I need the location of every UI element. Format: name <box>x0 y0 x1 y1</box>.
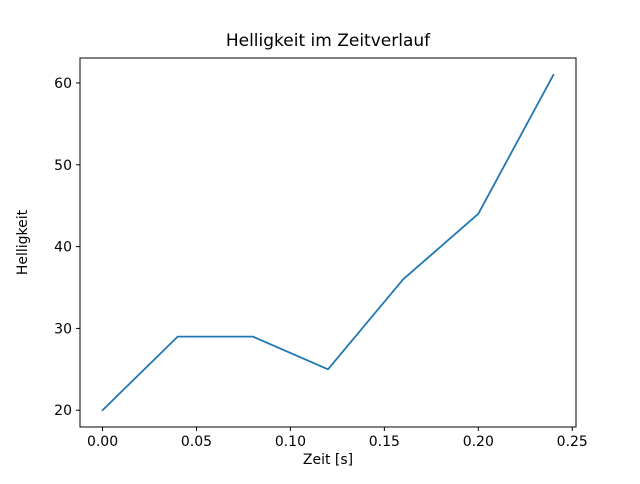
x-axis-ticks: 0.00 0.05 0.10 0.15 0.20 0.25 <box>87 427 588 450</box>
chart-title: Helligkeit im Zeitverlauf <box>226 31 431 51</box>
y-tick-label: 50 <box>54 158 72 174</box>
axes-box <box>79 57 577 428</box>
x-tick-label: 0.20 <box>463 434 494 450</box>
y-tick-label: 40 <box>54 240 72 256</box>
x-tick-label: 0.25 <box>557 434 588 450</box>
y-tick-label: 20 <box>54 403 72 419</box>
y-tick-label: 30 <box>54 321 72 337</box>
y-axis-label: Helligkeit <box>15 209 31 275</box>
x-tick-label: 0.00 <box>87 434 118 450</box>
y-axis-ticks: 20 30 40 50 60 <box>54 76 80 419</box>
x-axis-label: Zeit [s] <box>303 452 353 468</box>
x-tick-label: 0.15 <box>369 434 400 450</box>
y-tick-label: 60 <box>54 76 72 92</box>
x-tick-label: 0.05 <box>181 434 212 450</box>
x-tick-label: 0.10 <box>275 434 306 450</box>
data-line-series <box>101 73 555 412</box>
